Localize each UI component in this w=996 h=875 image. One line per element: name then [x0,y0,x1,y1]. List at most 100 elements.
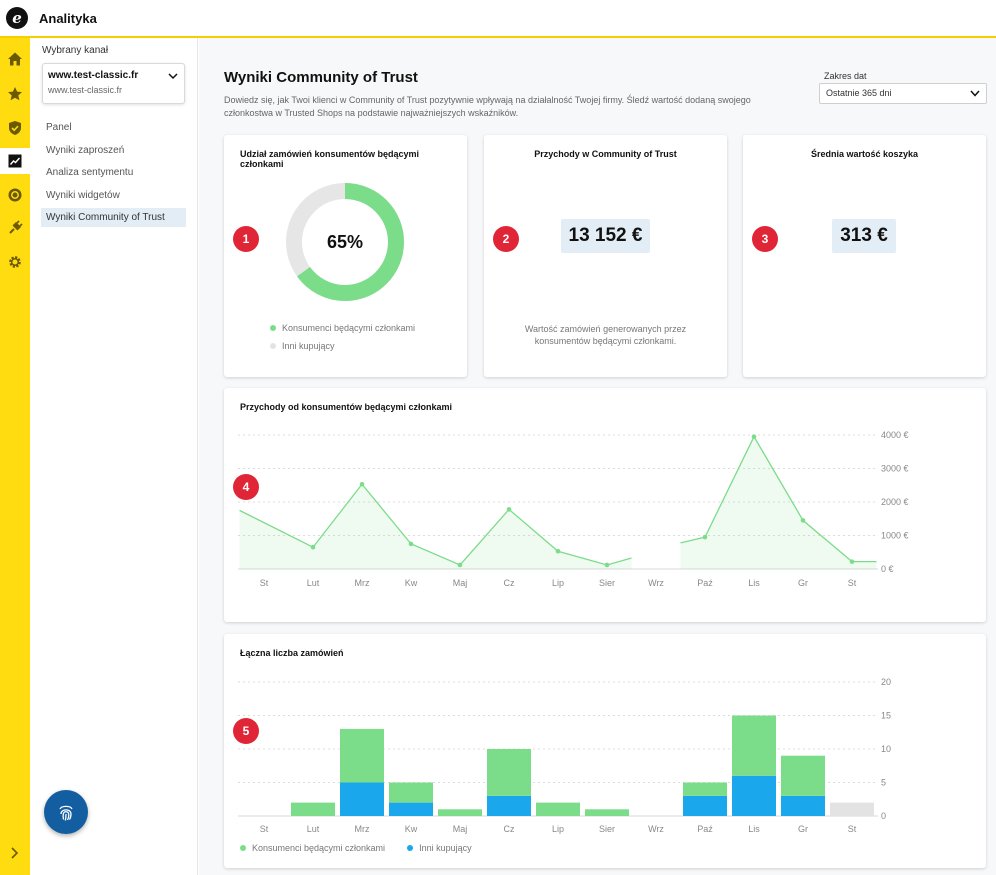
bar-x-tick: Gr [798,824,808,834]
line-point[interactable] [457,562,463,568]
rail-expand-button[interactable] [0,841,30,865]
line-x-tick: Lut [307,578,320,588]
sidebar-item-invites[interactable]: Wyniki zaproszeń [46,144,125,156]
bar-others[interactable] [732,775,776,816]
bar-x-tick: Lip [552,824,564,834]
line-x-tick: Lip [552,578,564,588]
bar-members[interactable] [732,715,776,776]
legend-dot-gray [270,343,276,349]
bar-x-tick: Sier [599,824,615,834]
bar-chart: 20 15 10 5 0 St Lut Mrz Kw Maj Cz Lip Sier Wrz Paź Lis G… [238,677,891,834]
sidebar-item-community-of-trust[interactable]: Wyniki Community of Trust [41,208,186,227]
card-member-share: Udział zamówień konsumentów będącymi czł… [224,135,467,377]
rail-trustmark[interactable] [0,115,30,141]
bar-members[interactable] [438,809,482,816]
bar-x-tick: Maj [453,824,468,834]
chart-line-icon [8,154,22,168]
bar-partial[interactable] [830,802,874,816]
line-y-tick: 1000 € [881,531,909,541]
bar-others[interactable] [683,795,727,816]
card-basket: Średnia wartość koszyka 3 313 € [743,135,986,377]
line-x-tick: Kw [405,578,418,588]
line-point[interactable] [849,559,855,564]
icon-rail [0,38,30,875]
legend-dot-green [270,325,276,331]
line-chart-title: Przychody od konsumentów będącymi członk… [240,402,453,412]
donut-chart: 65% [286,183,404,301]
bar-y-tick: 5 [881,778,886,788]
rail-reviews[interactable] [0,81,30,107]
bar-x-tick: Mrz [355,824,370,834]
fingerprint-button[interactable] [44,790,88,834]
sidebar-item-sentiment[interactable]: Analiza sentymentu [46,167,134,178]
rail-analytics[interactable] [0,148,30,174]
legend-dot-green [240,845,246,851]
plug-icon [9,220,23,234]
line-point[interactable] [604,562,610,568]
line-point[interactable] [751,434,757,439]
trusted-shops-logo-icon[interactable]: e [6,7,28,29]
bar-members[interactable] [781,755,825,796]
badge-5: 5 [233,718,259,744]
rail-integrations[interactable] [0,215,30,241]
bar-members[interactable] [487,749,531,796]
date-range-select[interactable]: Ostatnie 365 dni [819,83,987,104]
sidebar-item-widgets[interactable]: Wyniki widgetów [46,189,120,201]
line-x-tick: Mrz [355,578,370,588]
line-point[interactable] [702,534,708,540]
bar-members[interactable] [291,802,335,816]
line-point[interactable] [408,541,414,547]
bar-others[interactable] [781,795,825,816]
chevron-right-icon [11,847,19,859]
star-icon [8,87,22,101]
card-orders-bar-chart: Łączna liczba zamówień 5 20 15 10 5 0 St Lut Mr… [224,634,986,868]
rail-community[interactable] [0,182,30,208]
bar-others[interactable] [340,782,384,817]
card-revenue-title: Przychody w Community of Trust [534,149,677,159]
bar-members[interactable] [340,728,384,783]
date-range-label: Zakres dat [824,71,867,81]
legend-members: Konsumenci będącymi członkami [270,323,415,333]
page-description: Dowiedz się, jak Twoi klienci w Communit… [224,95,751,118]
bar-x-tick: Cz [504,824,515,834]
sidebar-item-panel[interactable]: Panel [46,122,72,133]
revenue-value: 13 152 € [561,219,650,253]
bar-others[interactable] [487,795,531,816]
badge-2: 2 [493,226,519,252]
line-point[interactable] [555,548,561,554]
line-point[interactable] [506,507,512,512]
bar-members[interactable] [585,809,629,816]
top-bar: e Analityka [0,0,996,38]
bar-x-tick: St [848,824,857,834]
bar-legend-members: Konsumenci będącymi członkami [252,843,386,853]
bar-y-tick: 10 [881,744,891,754]
line-point[interactable] [800,518,806,523]
app-title: Analityka [39,10,97,26]
line-point[interactable] [359,481,365,487]
rail-settings[interactable] [0,249,30,275]
chevron-down-icon [168,73,178,80]
legend-dot-blue [407,845,414,851]
bar-x-tick: Lut [307,824,320,834]
bar-legend-others: Inni kupujący [419,843,472,853]
line-x-tick: St [260,578,269,588]
channel-sub-value: www.test-classic.fr [48,85,123,95]
main-content: Wyniki Community of Trust Dowiedz się, j… [199,38,996,875]
bar-members[interactable] [536,802,580,816]
revenue-note: Wartość zamówień generowanych przez kons… [524,324,687,346]
channel-select[interactable]: www.test-classic.fr www.test-classic.fr [42,63,185,104]
bar-x-tick: St [260,824,269,834]
line-x-tick: Lis [748,578,760,588]
bar-members[interactable] [683,782,727,796]
line-area [680,436,877,569]
home-icon [8,52,22,66]
line-x-tick: St [848,578,857,588]
badge-3: 3 [752,226,778,252]
channel-label: Wybrany kanał [42,45,109,56]
bar-legend: Konsumenci będącymi członkami Inni kupuj… [240,843,472,853]
line-point[interactable] [310,544,316,550]
bar-y-tick: 15 [881,711,891,721]
rail-home[interactable] [0,46,30,72]
bar-members[interactable] [389,782,433,803]
bar-others[interactable] [389,802,433,816]
